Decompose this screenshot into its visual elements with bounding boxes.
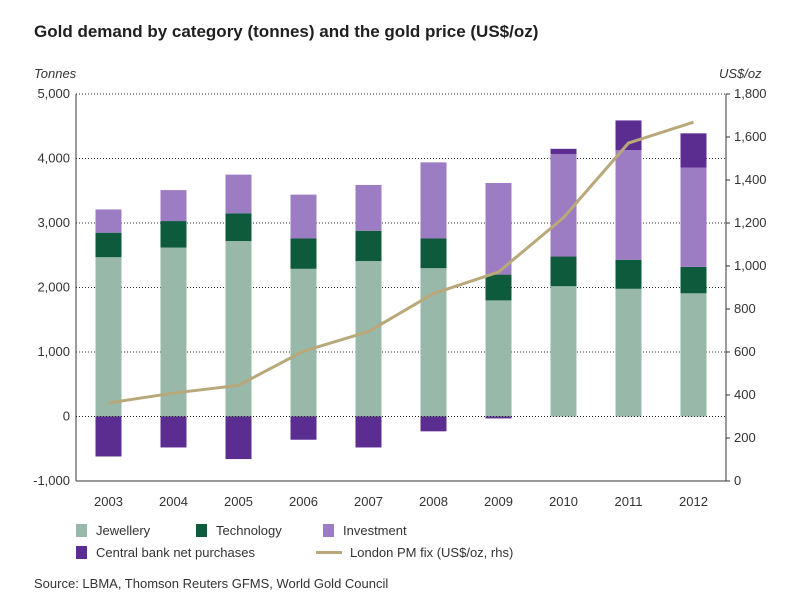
x-tick-label: 2003 — [94, 494, 123, 509]
bar-investment — [95, 209, 122, 233]
x-tick-label: 2006 — [289, 494, 318, 509]
y2-tick-label: 1,200 — [734, 215, 767, 230]
bar-jewellery — [160, 247, 187, 417]
chart-title: Gold demand by category (tonnes) and the… — [34, 22, 539, 41]
right-axis-unit: US$/oz — [719, 66, 762, 81]
bar-jewellery — [290, 268, 317, 417]
x-tick-label: 2010 — [549, 494, 578, 509]
legend-item-technology: Technology — [196, 523, 282, 538]
bar-central-bank — [485, 416, 512, 419]
legend-swatch-investment — [323, 524, 334, 537]
y-tick-label: -1,000 — [33, 473, 70, 488]
x-tick-label: 2011 — [615, 494, 643, 509]
bar-investment — [225, 174, 252, 214]
legend-line-london-pm-fix — [316, 551, 342, 554]
y-tick-label: 2,000 — [37, 280, 70, 295]
bar-investment — [485, 183, 512, 275]
y2-tick-label: 0 — [734, 473, 741, 488]
bar-investment — [680, 167, 707, 267]
bar-jewellery — [225, 241, 252, 417]
bar-central-bank — [160, 416, 187, 448]
y2-tick-label: 800 — [734, 301, 756, 316]
bar-central-bank — [290, 416, 317, 440]
y-tick-label: 0 — [63, 409, 70, 424]
bar-central-bank — [680, 133, 707, 168]
bar-jewellery — [550, 286, 577, 417]
bar-technology — [550, 256, 577, 287]
bar-jewellery — [615, 288, 642, 417]
x-tick-label: 2007 — [354, 494, 383, 509]
y-tick-label: 4,000 — [37, 151, 70, 166]
legend-item-london-pm-fix: London PM fix (US$/oz, rhs) — [316, 545, 513, 560]
source-note: Source: LBMA, Thomson Reuters GFMS, Worl… — [34, 576, 389, 591]
legend-item-jewellery: Jewellery — [76, 523, 150, 538]
legend-label-investment: Investment — [343, 523, 407, 538]
bar-investment — [160, 190, 187, 222]
bar-technology — [355, 230, 382, 262]
legend-item-investment: Investment — [323, 523, 407, 538]
bar-central-bank — [550, 148, 577, 154]
bar-central-bank — [355, 416, 382, 448]
bar-technology — [615, 259, 642, 289]
y2-tick-label: 400 — [734, 387, 756, 402]
legend-item-central-bank: Central bank net purchases — [76, 545, 255, 560]
y2-tick-label: 1,400 — [734, 172, 767, 187]
y-tick-label: 5,000 — [37, 86, 70, 101]
bar-investment — [355, 184, 382, 231]
legend-label-london-pm-fix: London PM fix (US$/oz, rhs) — [350, 545, 514, 560]
bar-central-bank — [95, 416, 122, 457]
bar-technology — [95, 232, 122, 258]
bar-investment — [550, 153, 577, 257]
x-tick-label: 2012 — [679, 494, 708, 509]
bar-investment — [420, 162, 447, 239]
bar-investment — [615, 150, 642, 260]
x-tick-label: 2008 — [419, 494, 448, 509]
legend-swatch-central-bank — [76, 546, 87, 559]
bar-jewellery — [680, 293, 707, 417]
y2-tick-label: 200 — [734, 430, 756, 445]
bar-technology — [225, 213, 252, 242]
bar-investment — [290, 194, 317, 239]
bar-technology — [680, 266, 707, 294]
price-line — [108, 120, 694, 405]
bar-central-bank — [420, 416, 447, 432]
y2-tick-label: 1,600 — [734, 129, 767, 144]
legend-swatch-jewellery — [76, 524, 87, 537]
x-tick-label: 2009 — [484, 494, 513, 509]
bar-technology — [420, 238, 447, 269]
y-tick-label: 3,000 — [37, 215, 70, 230]
bar-central-bank — [225, 416, 252, 460]
bar-technology — [485, 274, 512, 301]
y2-tick-label: 1,800 — [734, 86, 767, 101]
x-tick-label: 2004 — [159, 494, 188, 509]
legend-label-central-bank: Central bank net purchases — [96, 545, 255, 560]
bar-central-bank — [615, 120, 642, 151]
left-axis-unit: Tonnes — [34, 66, 77, 81]
x-tick-label: 2005 — [224, 494, 253, 509]
legend-label-technology: Technology — [216, 523, 282, 538]
bar-jewellery — [95, 257, 122, 417]
bar-jewellery — [355, 261, 382, 417]
y-tick-label: 1,000 — [37, 344, 70, 359]
y2-tick-label: 600 — [734, 344, 756, 359]
legend-swatch-technology — [196, 524, 207, 537]
bar-jewellery — [485, 300, 512, 417]
bar-technology — [290, 238, 317, 269]
legend-label-jewellery: Jewellery — [96, 523, 151, 538]
y2-tick-label: 1,000 — [734, 258, 767, 273]
bar-technology — [160, 221, 187, 248]
